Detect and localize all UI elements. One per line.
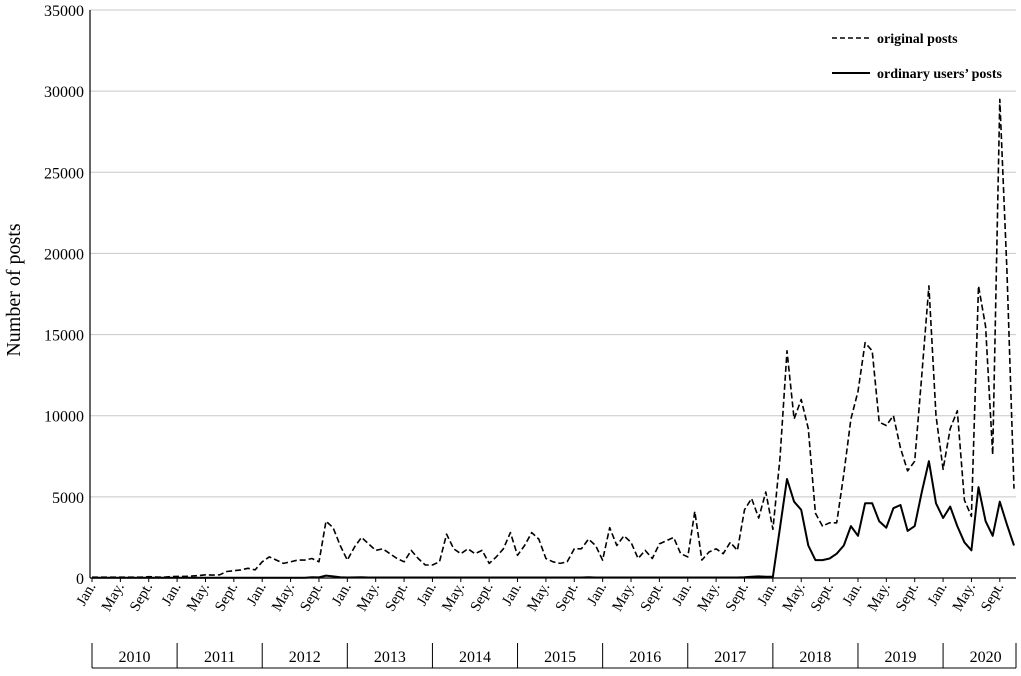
x-tick-label: Sept. — [553, 580, 582, 614]
y-tick-label: 10000 — [44, 409, 84, 426]
year-label: 2010 — [119, 649, 151, 666]
x-tick-label: Jan. — [755, 580, 781, 609]
year-label: 2018 — [799, 649, 831, 666]
x-tick-label: Sept. — [723, 580, 752, 614]
x-tick-label: Jan. — [669, 580, 695, 609]
y-tick-label: 30000 — [44, 84, 84, 101]
x-tick-label: Sept. — [127, 580, 156, 614]
y-tick-label: 35000 — [44, 3, 84, 20]
x-tick-label: May. — [865, 580, 894, 614]
x-tick-label: Sept. — [893, 580, 922, 614]
x-tick-label: Sept. — [297, 580, 326, 614]
year-label: 2017 — [714, 649, 746, 666]
x-tick-label: May. — [524, 580, 553, 614]
x-tick-label: Sept. — [382, 580, 411, 614]
legend: original posts ordinary users’ posts — [832, 32, 1003, 82]
y-tick-labels: 0 5000 10000 15000 20000 25000 30000 35000 — [44, 3, 84, 588]
x-tick-label: Sept. — [808, 580, 837, 614]
legend-label-ordinary-users-posts: ordinary users’ posts — [877, 67, 1003, 82]
x-tick-label: May. — [354, 580, 383, 614]
x-tick-label: Jan. — [159, 580, 185, 609]
x-tick-label: Sept. — [468, 580, 497, 614]
x-tick-labels: Jan. May. Sept. Jan. May. Sept. Jan. May. Sept. J… — [74, 580, 1008, 614]
x-tick-label: May. — [609, 580, 638, 614]
x-tick-label: Jan. — [840, 580, 866, 609]
x-tick-label: May. — [695, 580, 724, 614]
x-tick-label: Jan. — [584, 580, 610, 609]
y-axis-label: Number of posts — [3, 223, 25, 357]
x-tick-label: May. — [950, 580, 979, 614]
legend-label-original-posts: original posts — [877, 32, 958, 47]
series-lines — [92, 98, 1015, 579]
year-label: 2011 — [204, 649, 235, 666]
y-tick-label: 5000 — [52, 490, 84, 507]
series-line-original-posts — [92, 98, 1015, 579]
gridlines — [90, 9, 1016, 498]
x-tick-label: May. — [439, 580, 468, 614]
year-label: 2015 — [544, 649, 576, 666]
y-tick-label: 15000 — [44, 328, 84, 345]
x-tick-label: Sept. — [978, 580, 1007, 614]
x-tick-label: Sept. — [638, 580, 667, 614]
year-label: 2016 — [629, 649, 661, 666]
x-tick-label: Jan. — [244, 580, 270, 609]
series-line-ordinary-users-posts — [92, 460, 1015, 579]
x-tick-label: May. — [99, 580, 128, 614]
year-label: 2014 — [459, 649, 491, 666]
x-tick-label: May. — [780, 580, 809, 614]
x-tick-label: Jan. — [499, 580, 525, 609]
year-label: 2020 — [970, 649, 1002, 666]
x-tick-label: May. — [184, 580, 213, 614]
year-label: 2019 — [885, 649, 917, 666]
year-labels: 2010 2011 2012 2013 2014 2015 2016 2017 2018 2019… — [91, 643, 1017, 669]
x-tick-label: Jan. — [414, 580, 440, 609]
x-tick-label: May. — [269, 580, 298, 614]
year-label: 2012 — [289, 649, 321, 666]
x-tick-label: Jan. — [329, 580, 355, 609]
y-tick-label: 0 — [76, 571, 84, 588]
y-tick-label: 20000 — [44, 246, 84, 263]
y-tick-label: 25000 — [44, 165, 84, 182]
x-tick-label: Jan. — [925, 580, 951, 609]
axes — [89, 10, 1016, 582]
x-tick-label: Sept. — [212, 580, 241, 614]
year-label: 2013 — [374, 649, 406, 666]
